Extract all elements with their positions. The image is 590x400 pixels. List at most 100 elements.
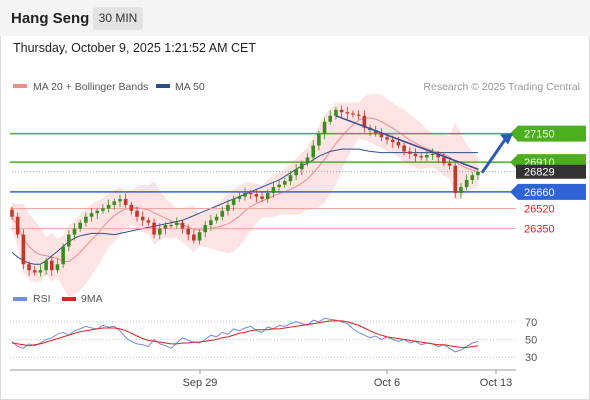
candle-body (413, 153, 418, 157)
candle-body (294, 169, 298, 176)
candle-body (396, 141, 401, 146)
rsi-series-9ma (11, 320, 479, 348)
candle-body (157, 228, 162, 235)
candle-body (101, 208, 105, 211)
candle-body (21, 234, 26, 265)
candle-body (351, 113, 355, 115)
candle-body (112, 201, 117, 205)
candle-body (277, 184, 281, 188)
candle-body (260, 196, 264, 199)
rsi-panel: 30 50 70 (10, 317, 537, 364)
forecast-arrow-shaft (480, 138, 507, 174)
candle-body (265, 193, 270, 199)
candle-body (118, 198, 122, 202)
candle-body (214, 216, 219, 221)
chart-header: Hang Seng 30 MIN (0, 0, 590, 36)
candle-body (61, 246, 65, 265)
candle-body (123, 198, 128, 205)
timeframe-badge[interactable]: 30 MIN (93, 7, 143, 30)
candle-body (419, 156, 423, 158)
last-price-label: 26829 (524, 167, 555, 179)
candle-body (140, 216, 145, 221)
ma20-legend-swatch (13, 84, 27, 88)
rsi-legend-label: RSI (33, 293, 51, 305)
candle-body (447, 163, 452, 166)
candle-body (15, 216, 20, 235)
price-tag-26660 (510, 183, 586, 200)
candle-body (385, 137, 389, 140)
candle-body (305, 157, 310, 164)
price-label-26520: 26520 (524, 203, 555, 215)
candle-body (175, 222, 179, 226)
candle-body (220, 210, 225, 217)
candle-body (180, 222, 185, 229)
resistance-trendline (335, 115, 479, 170)
candle-body (10, 209, 14, 217)
candle-body (379, 133, 384, 138)
price-tag-27150 (510, 125, 586, 142)
candle-body (453, 165, 458, 193)
rsi-tick-30: 30 (525, 352, 537, 364)
candle-body (356, 114, 361, 116)
candle-body (311, 145, 315, 158)
x-tick-label: Sep 29 (183, 377, 218, 389)
candle-body (442, 157, 446, 164)
candle-body (373, 130, 378, 134)
candle-body (163, 225, 168, 229)
candle-body (254, 194, 259, 197)
candle-body (237, 196, 242, 199)
candle-body (203, 225, 208, 233)
timestamp-label: Thursday, October 9, 2025 1:21:52 AM CET (13, 41, 256, 55)
candle-body (84, 216, 88, 223)
candle-body (27, 264, 31, 271)
last-price-tag (516, 164, 586, 179)
forecast-arrow-head (500, 133, 513, 145)
candle-body (231, 198, 236, 205)
candle-body (322, 121, 327, 134)
candle-body (197, 232, 202, 241)
instrument-title: Hang Seng (11, 10, 90, 27)
candle-body (362, 115, 367, 128)
candle-body (135, 210, 139, 217)
candle-body (436, 153, 441, 158)
rsi-legend: RSI 9MA (13, 293, 103, 305)
candle-body (334, 109, 338, 116)
candle-body (72, 228, 77, 235)
candle-body (152, 222, 156, 235)
price-tag-label-27150: 27150 (524, 129, 555, 141)
candle-body (339, 109, 344, 113)
candle-body (300, 163, 304, 170)
credit-label: Research © 2025 Trading Central (423, 81, 580, 93)
rsi-tick-70: 70 (525, 317, 537, 329)
candle-body (169, 225, 173, 227)
candle-body (425, 155, 429, 158)
candle-body (146, 220, 151, 223)
candle-body (129, 204, 134, 211)
candle-body (390, 139, 395, 142)
candle-body (186, 228, 190, 235)
candle-body (402, 145, 406, 152)
candle-body (95, 210, 100, 214)
candle-body (459, 187, 463, 193)
candle-body (67, 234, 71, 247)
candle-body (243, 193, 247, 197)
ma50-legend-label: MA 50 (175, 81, 205, 93)
candle-body (89, 213, 94, 217)
candle-body (408, 151, 412, 154)
rsi-series-rsi (11, 317, 479, 353)
candle-body (32, 270, 37, 273)
ma9-legend-label: 9MA (81, 293, 103, 305)
ma9-legend-swatch (62, 297, 76, 301)
candle-body (38, 270, 43, 273)
candle-body (288, 175, 293, 182)
candle-body (476, 171, 480, 176)
rsi-legend-swatch (13, 297, 27, 301)
candle-body (345, 112, 350, 114)
ma20-legend-label: MA 20 + Bollinger Bands (33, 81, 148, 93)
candle-body (470, 175, 475, 180)
candle-body (282, 181, 287, 185)
x-axis-ticks: Sep 29 Oct 6 Oct 13 (183, 370, 512, 389)
candle-body (317, 133, 321, 146)
x-tick-label: Oct 13 (480, 377, 512, 389)
candle-body (78, 222, 82, 229)
